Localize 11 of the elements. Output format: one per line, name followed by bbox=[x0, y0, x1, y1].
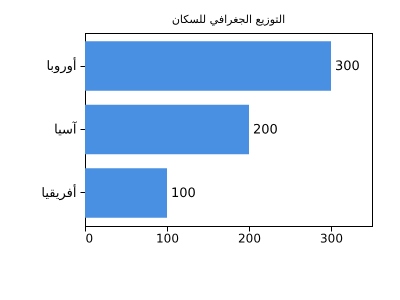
x-tick-label: 100 bbox=[156, 232, 179, 246]
chart-title: التوزيع الجغرافي للسكان bbox=[172, 13, 286, 26]
data-label: 200 bbox=[253, 122, 278, 138]
y-tick-label: آسيا bbox=[54, 120, 78, 138]
y-tick-label: أفريقيا bbox=[41, 184, 76, 201]
y-tick-label: أوروبا bbox=[46, 57, 76, 74]
x-tick-label: 0 bbox=[86, 232, 94, 246]
x-tick-label: 200 bbox=[238, 232, 261, 246]
x-tick-label: 300 bbox=[320, 232, 343, 246]
data-label: 100 bbox=[171, 186, 196, 201]
data-label: 300 bbox=[335, 59, 360, 74]
